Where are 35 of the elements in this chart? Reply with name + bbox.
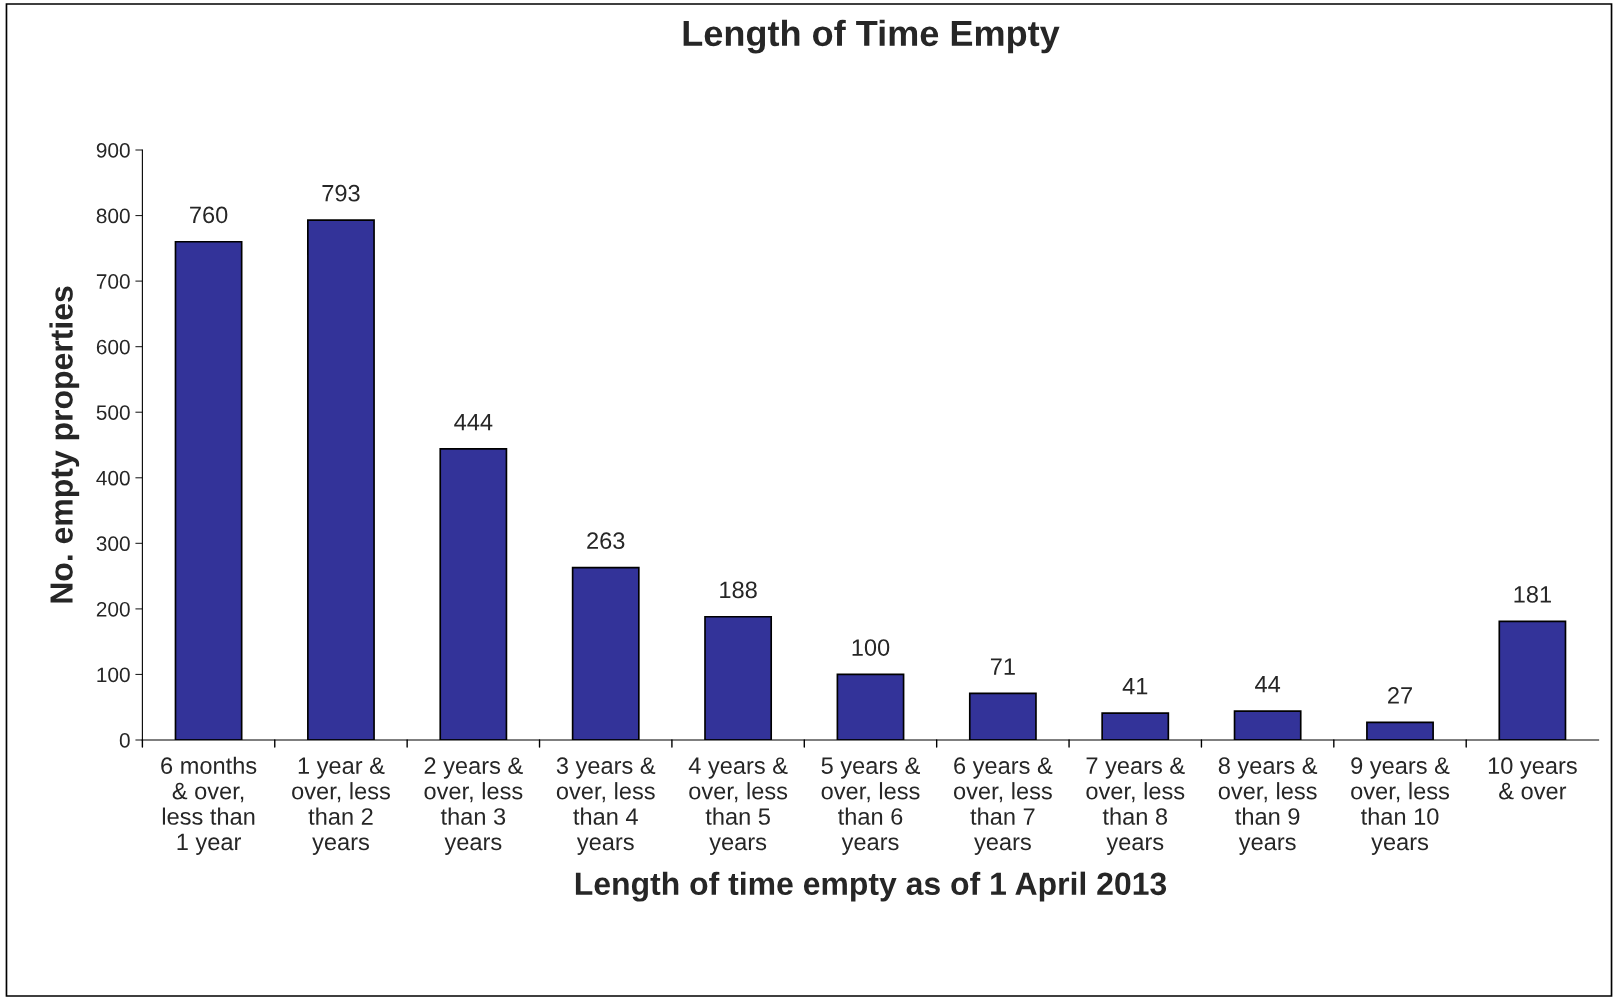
- y-tick-label: 0: [119, 733, 130, 748]
- data-label: 760: [190, 206, 228, 224]
- y-tick-label: 600: [96, 339, 130, 355]
- data-label: 27: [1388, 687, 1412, 704]
- data-label: 41: [1122, 678, 1148, 695]
- y-tick-label: 300: [96, 536, 130, 552]
- x-tick-label: 3 years & over, less than 4 years: [556, 757, 656, 855]
- x-tick-label: 5 years & over, less than 6 years: [821, 757, 920, 855]
- y-axis-title: No. empty properties: [49, 286, 80, 603]
- data-label: 188: [720, 581, 757, 599]
- x-tick-label: 10 years & over: [1488, 757, 1577, 800]
- x-tick-label: 9 years & over, less than 10 years: [1351, 757, 1450, 855]
- data-label: 181: [1514, 586, 1551, 603]
- x-tick-label: 1 year & over, less than 2 years: [292, 757, 390, 855]
- x-tick-label: 2 years & over, less than 3 years: [424, 757, 523, 855]
- x-axis-title: Length of time empty as of 1 April 2013: [575, 871, 1167, 902]
- x-tick-label: 8 years & over, less than 9 years: [1218, 757, 1318, 855]
- y-tick-label: 500: [96, 405, 130, 420]
- x-tick-label: 4 years & over, less than 5 years: [688, 757, 788, 855]
- y-tick-label: 400: [96, 470, 130, 486]
- data-label: 71: [990, 658, 1015, 675]
- y-tick-label: 700: [96, 274, 130, 289]
- x-tick-label: 7 years & over, less than 8 years: [1086, 757, 1185, 855]
- data-label: 444: [454, 413, 493, 431]
- y-tick-label: 200: [96, 601, 130, 617]
- y-tick-label: 900: [96, 143, 130, 158]
- x-tick-label: 6 months & over, less than 1 year: [161, 756, 257, 855]
- chart-title: Length of Time Empty: [683, 19, 1060, 54]
- data-label: 263: [587, 532, 625, 550]
- data-label: 44: [1255, 676, 1281, 693]
- x-tick-label: 6 years & over, less than 7 years: [953, 757, 1053, 855]
- y-tick-label: 100: [97, 667, 130, 683]
- y-tick-label: 800: [96, 208, 130, 224]
- data-label: 100: [852, 639, 890, 656]
- data-label: 793: [322, 184, 360, 202]
